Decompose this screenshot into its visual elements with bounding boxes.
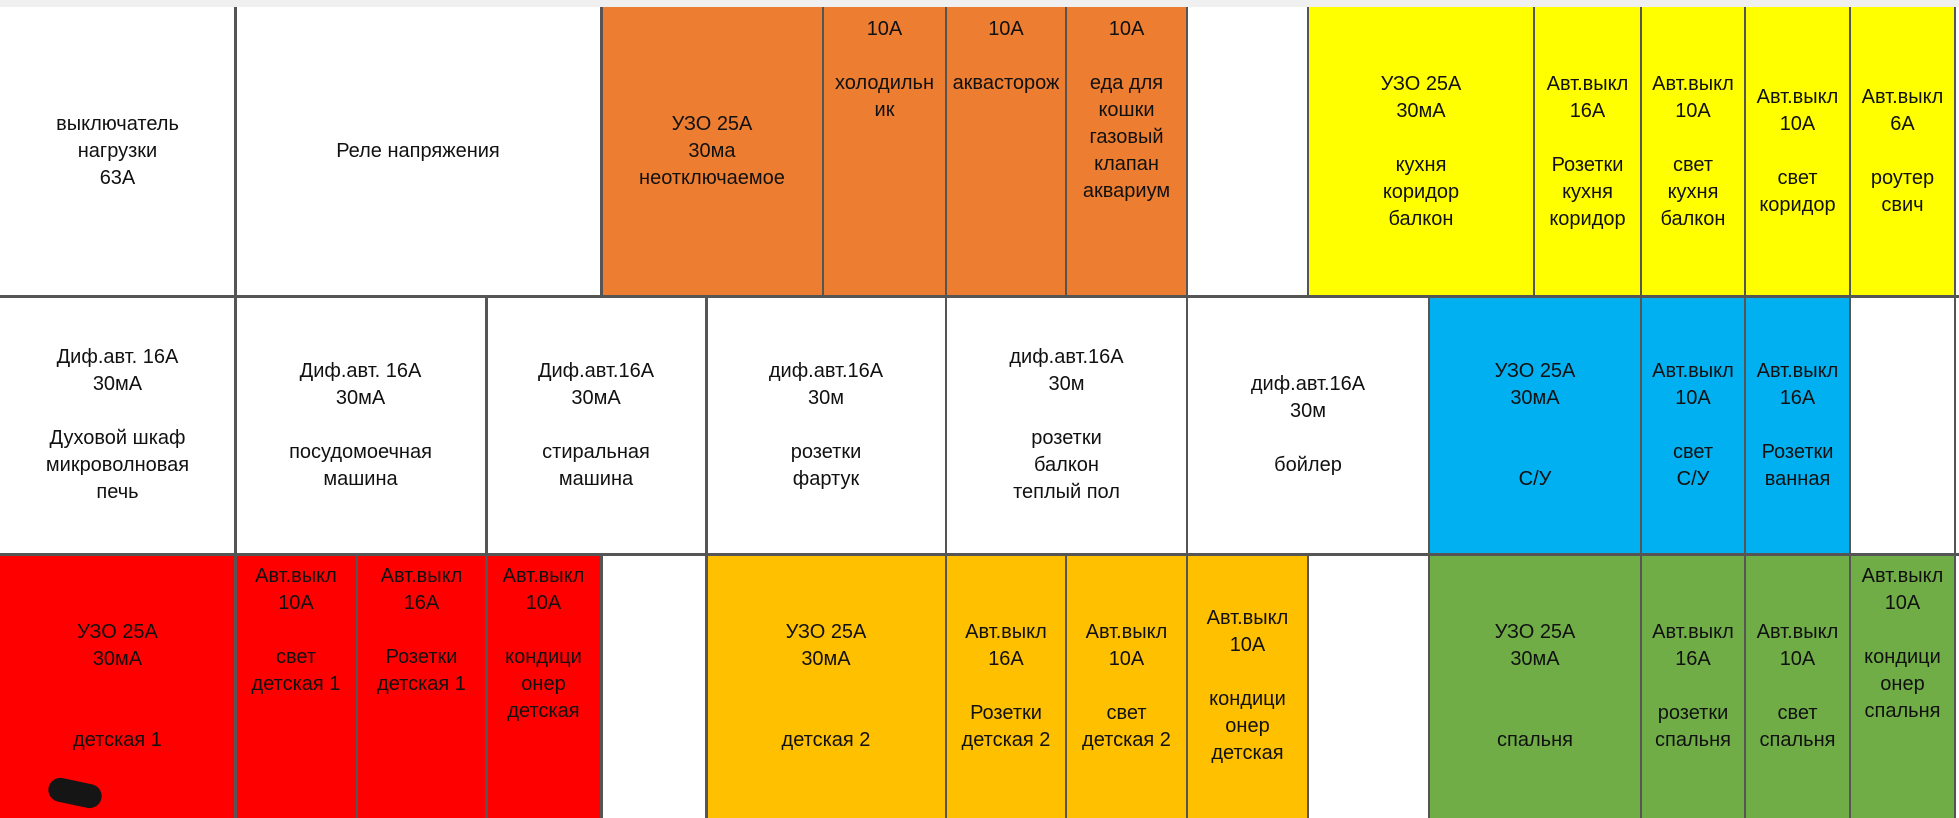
grid-line-v-1066-r3 xyxy=(1065,554,1067,818)
cell-empty-row3-b xyxy=(1308,554,1429,818)
cell-breaker-sockets-kitchen: Авт.выкл 16А Розетки кухня коридор xyxy=(1534,7,1641,296)
grid-line-v-357 xyxy=(356,554,358,818)
cell-breaker-light-kitchen: Авт.выкл 10А свет кухня балкон xyxy=(1641,7,1745,296)
cell-breaker-router: Авт.выкл 6А роутер свич xyxy=(1850,7,1955,296)
cell-breaker-sockets-bathroom: Авт.выкл 16А Розетки ванная xyxy=(1745,296,1850,554)
cell-rcbo-boiler: диф.авт.16А 30м бойлер xyxy=(1187,296,1429,554)
cell-empty-row3-a xyxy=(601,554,706,818)
grid-line-v-1641 xyxy=(1640,7,1642,818)
grid-line-v-1308-r1 xyxy=(1307,7,1309,296)
grid-line-v-1187 xyxy=(1186,7,1188,818)
grid-line-v-946 xyxy=(945,7,947,818)
cell-rcd-unswitched: УЗО 25А 30ма неотключаемое xyxy=(601,7,823,296)
grid-line-v-1850 xyxy=(1849,7,1851,818)
cell-empty-row2 xyxy=(1850,296,1955,554)
grid-line-v-601-r3 xyxy=(600,554,603,818)
cell-voltage-relay: Реле напряжения xyxy=(235,7,601,296)
cell-breaker-ac-kids2: Авт.выкл 10А кондици онер детская xyxy=(1187,554,1308,818)
cell-rcbo-dishwasher: Диф.авт. 16А 30мА посудомоечная машина xyxy=(235,296,486,554)
cell-rcbo-balcony: диф.авт.16А 30м розетки балкон теплый по… xyxy=(946,296,1187,554)
grid-line-v-right xyxy=(1954,7,1956,818)
grid-line-v-1745 xyxy=(1744,7,1746,818)
cell-breaker-sockets-bedroom: Авт.выкл 16А розетки спальня xyxy=(1641,554,1745,818)
grid-line-h1 xyxy=(0,295,1959,298)
cell-water-guard: 10А аквасторож xyxy=(946,7,1066,296)
cell-rcbo-apron: диф.авт.16А 30м розетки фартук xyxy=(706,296,946,554)
cell-breaker-light-kids2: Авт.выкл 10А свет детская 2 xyxy=(1066,554,1187,818)
grid-line-h2 xyxy=(0,553,1959,556)
grid-line-v-1534 xyxy=(1533,7,1535,296)
cell-breaker-light-corridor: Авт.выкл 10А свет коридор xyxy=(1745,7,1850,296)
cell-rcbo-washer: Диф.авт.16А 30мА стиральная машина xyxy=(486,296,706,554)
grid-line-v-1066-r1 xyxy=(1065,7,1067,296)
grid-line-v-706 xyxy=(705,296,708,818)
cell-rcd-kitchen: УЗО 25А 30мА кухня коридор балкон xyxy=(1308,7,1534,296)
cell-breaker-ac-kids1: Авт.выкл 10А кондици онер детская xyxy=(486,554,601,818)
cell-rcbo-oven: Диф.авт. 16А 30мА Духовой шкаф микроволн… xyxy=(0,296,235,554)
cell-load-switch: выключатель нагрузки 63А xyxy=(0,7,235,296)
cell-breaker-ac-bedroom: Авт.выкл 10А кондици онер спальня xyxy=(1850,554,1955,818)
cell-breaker-sockets-kids1: Авт.выкл 16А Розетки детская 1 xyxy=(357,554,486,818)
cell-breaker-light-bathroom: Авт.выкл 10А свет С/У xyxy=(1641,296,1745,554)
grid-line-v-1308-r3 xyxy=(1307,554,1309,818)
cell-breaker-light-bedroom: Авт.выкл 10А свет спальня xyxy=(1745,554,1850,818)
cell-empty-row1 xyxy=(1187,7,1308,296)
cell-cat-food: 10А еда для кошки газовый клапан аквариу… xyxy=(1066,7,1187,296)
grid-line-v-1429 xyxy=(1428,296,1430,818)
grid-line-v-601-r1 xyxy=(600,7,603,296)
cell-breaker-light-kids1: Авт.выкл 10А свет детская 1 xyxy=(235,554,357,818)
cell-rcd-bedroom: УЗО 25А 30мА спальня xyxy=(1429,554,1641,818)
grid-line-v-486 xyxy=(485,296,488,818)
cell-rcd-kids1: УЗО 25А 30мА детская 1 xyxy=(0,554,235,818)
cell-rcd-kids2: УЗО 25А 30мА детская 2 xyxy=(706,554,946,818)
cell-fridge: 10А холодильн ик xyxy=(823,7,946,296)
top-strip xyxy=(0,0,1959,7)
grid-line-v-823 xyxy=(822,7,824,296)
cell-rcd-bathroom: УЗО 25А 30мА С/У xyxy=(1429,296,1641,554)
grid-line-v-235 xyxy=(234,7,237,818)
cell-breaker-sockets-kids2: Авт.выкл 16А Розетки детская 2 xyxy=(946,554,1066,818)
